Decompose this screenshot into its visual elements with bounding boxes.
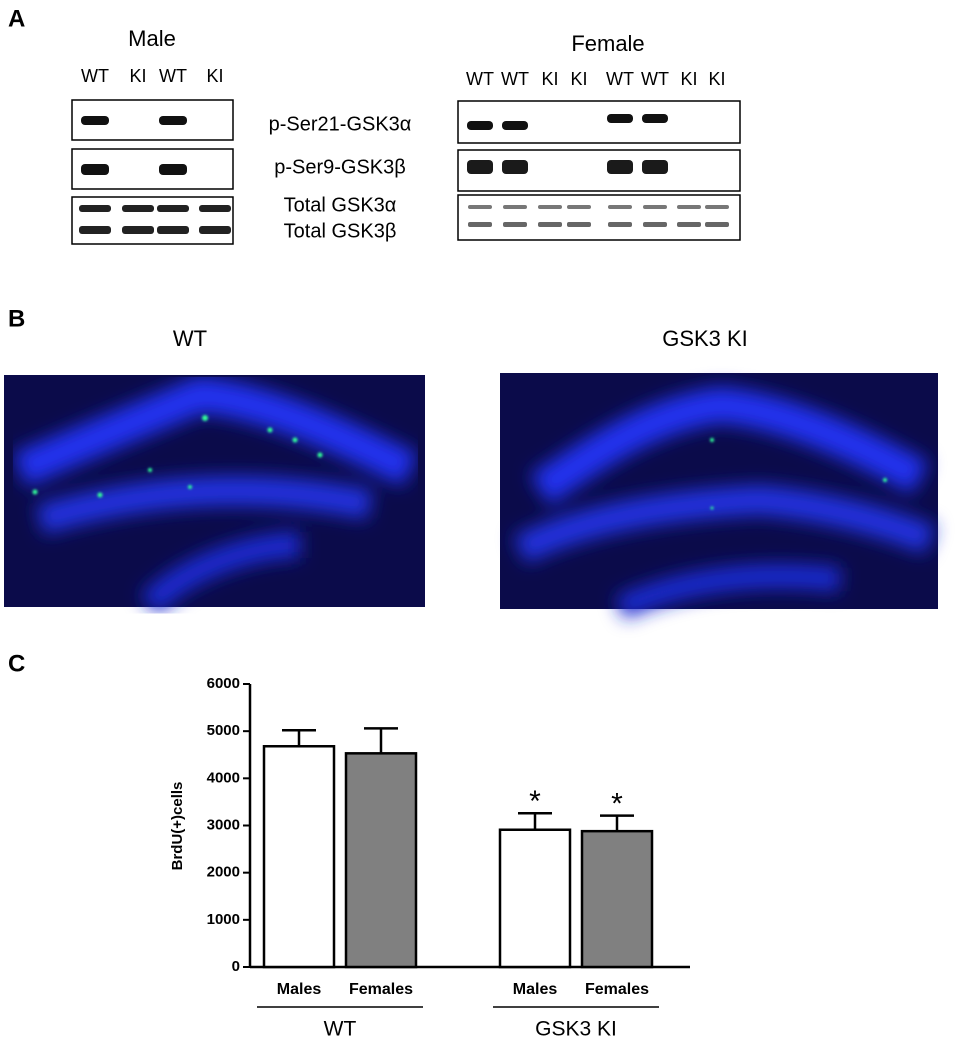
band xyxy=(157,205,189,212)
blot-label: p-Ser9-GSK3β xyxy=(274,156,406,178)
band xyxy=(468,205,492,209)
panel-letter: A xyxy=(8,5,25,32)
band xyxy=(157,226,189,234)
band xyxy=(677,222,701,227)
x-tick-label: Males xyxy=(277,981,322,998)
band xyxy=(608,205,632,209)
blot-frames xyxy=(71,99,741,245)
band xyxy=(607,114,633,123)
band xyxy=(567,222,591,227)
female-title: Female xyxy=(571,31,644,56)
significance-mark: * xyxy=(611,788,623,821)
band xyxy=(607,160,633,174)
band xyxy=(677,205,701,209)
lane-label: KI xyxy=(541,69,558,89)
blot-label: Total GSK3α xyxy=(284,194,397,216)
band xyxy=(199,226,231,234)
band xyxy=(538,222,562,227)
blot-label: p-Ser21-GSK3α xyxy=(269,113,412,135)
lane-label: KI xyxy=(129,66,146,86)
micrograph xyxy=(500,373,938,619)
band xyxy=(608,222,632,227)
band xyxy=(467,160,493,174)
lane-label: WT xyxy=(641,69,669,89)
x-tick-label: Females xyxy=(349,981,413,998)
band xyxy=(503,222,527,227)
panel-letter: C xyxy=(8,650,25,677)
lane-label: WT xyxy=(159,66,187,86)
bar xyxy=(498,828,572,969)
band xyxy=(502,121,528,130)
band xyxy=(643,222,667,227)
band xyxy=(81,116,109,125)
blot-label: Total GSK3β xyxy=(284,220,397,242)
y-axis-label: BrdU(+)cells xyxy=(169,782,186,871)
lane-label: WT xyxy=(606,69,634,89)
band xyxy=(502,160,528,174)
band xyxy=(642,114,668,123)
lane-label: WT xyxy=(466,69,494,89)
band xyxy=(705,222,729,227)
group-label: GSK3 KI xyxy=(535,1018,617,1041)
image-title: WT xyxy=(173,326,207,351)
band xyxy=(79,205,111,212)
y-tick-label: 0 xyxy=(232,958,240,975)
y-tick-label: 3000 xyxy=(207,816,240,833)
band xyxy=(503,205,527,209)
band xyxy=(122,205,154,212)
band xyxy=(705,205,729,209)
band xyxy=(642,160,668,174)
band xyxy=(199,205,231,212)
bar-chart: 0 1000 2000 3000 4000 5000 6000 Males Females Mal… xyxy=(207,675,690,1041)
micrograph xyxy=(4,375,425,607)
lane-label: WT xyxy=(501,69,529,89)
x-tick-label: Females xyxy=(585,981,649,998)
male-title: Male xyxy=(128,26,176,51)
band xyxy=(538,205,562,209)
y-tick-label: 6000 xyxy=(207,675,240,692)
significance-mark: * xyxy=(529,785,541,818)
band xyxy=(159,116,187,125)
panel-letter: B xyxy=(8,305,25,332)
band xyxy=(159,164,187,175)
band xyxy=(567,205,591,209)
lane-label: KI xyxy=(680,69,697,89)
y-tick-label: 4000 xyxy=(207,769,240,786)
band xyxy=(81,164,109,175)
y-tick-label: 1000 xyxy=(207,911,240,928)
band xyxy=(643,205,667,209)
y-tick-label: 2000 xyxy=(207,864,240,881)
band xyxy=(79,226,111,234)
bar xyxy=(580,829,654,969)
y-tick-label: 5000 xyxy=(207,722,240,739)
bar xyxy=(262,745,336,969)
bar xyxy=(344,752,418,969)
image-title: GSK3 KI xyxy=(662,326,748,351)
lane-label: WT xyxy=(81,66,109,86)
lane-label: KI xyxy=(570,69,587,89)
band xyxy=(122,226,154,234)
lane-label: KI xyxy=(708,69,725,89)
x-tick-label: Males xyxy=(513,981,558,998)
band xyxy=(467,121,493,130)
lane-label: KI xyxy=(206,66,223,86)
blot-bands xyxy=(79,114,729,234)
band xyxy=(468,222,492,227)
group-label: WT xyxy=(324,1018,357,1041)
